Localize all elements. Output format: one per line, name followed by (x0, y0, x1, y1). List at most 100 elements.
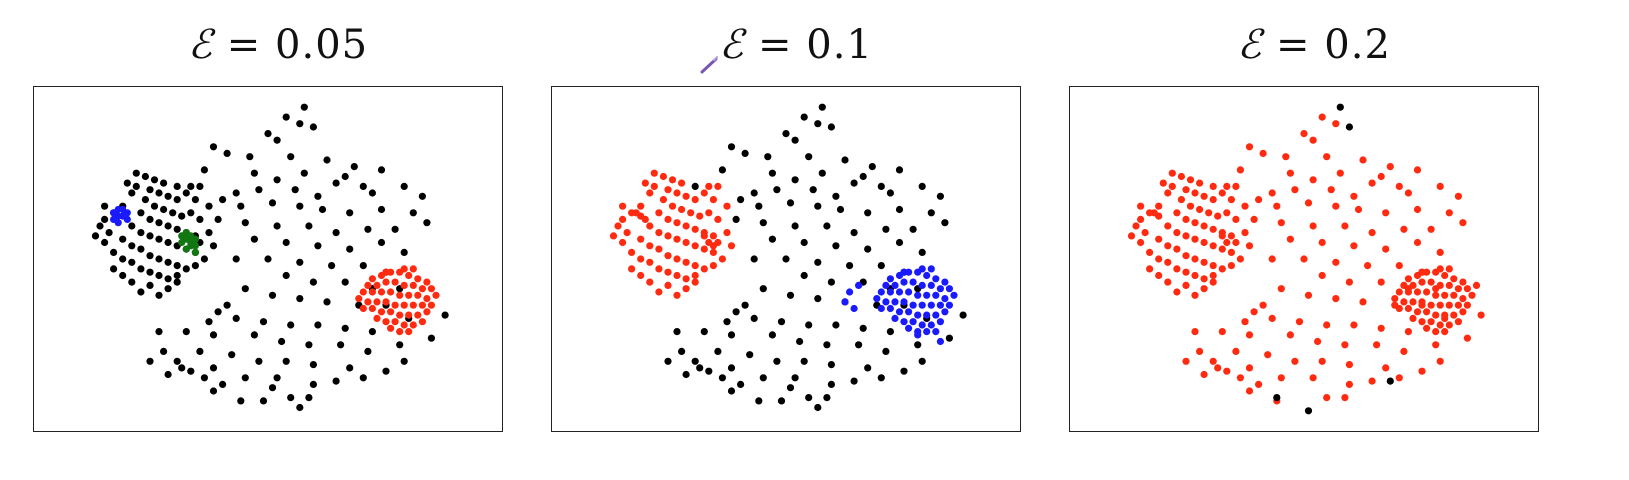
scatter-point (1259, 149, 1267, 157)
scatter-point (423, 278, 431, 286)
scatter-point (1241, 202, 1249, 210)
scatter-point (1327, 186, 1335, 194)
scatter-point (1318, 238, 1326, 247)
scatter-point (877, 182, 885, 190)
scatter-point (914, 311, 922, 319)
scatter-panel-eps-0.1: ℰ = 0.1 (551, 0, 1041, 480)
scatter-point (209, 143, 218, 151)
scatter-point (387, 308, 395, 316)
scatter-point (932, 311, 940, 319)
scatter-point (768, 169, 776, 177)
scatter-point (673, 271, 681, 280)
scatter-point (723, 229, 731, 237)
scatter-point (1309, 136, 1317, 144)
scatter-point (1218, 265, 1226, 273)
scatter-point (882, 298, 890, 306)
scatter-point (768, 331, 776, 339)
scatter-point (1309, 176, 1317, 184)
scatter-point (1427, 278, 1435, 286)
scatter-point (1268, 189, 1276, 197)
scatter-point (309, 380, 317, 388)
scatter-point (927, 209, 935, 217)
scatter-point (741, 301, 749, 309)
scatter-point (350, 163, 358, 171)
scatter-point (164, 192, 172, 200)
scatter-point (1218, 328, 1226, 336)
scatter-point (409, 321, 417, 329)
scatter-point (796, 337, 804, 346)
scatter-point (409, 209, 417, 217)
scatter-point (155, 255, 163, 263)
scatter-point (673, 291, 681, 299)
scatter-point (1141, 229, 1149, 237)
scatter-point (1364, 262, 1372, 270)
scatter-point (146, 232, 154, 240)
scatter-point (1463, 285, 1471, 293)
scatter-point (936, 285, 944, 293)
scatter-point (1177, 172, 1185, 181)
scatter-point (682, 238, 690, 247)
scatter-point (1245, 143, 1254, 151)
scatter-point (859, 172, 867, 181)
scatter-point (110, 248, 118, 256)
scatter-point (1164, 189, 1172, 197)
scatter-point (1341, 394, 1349, 402)
scatter-point (223, 301, 231, 309)
scatter-point (1164, 222, 1172, 230)
scatter-point (164, 222, 172, 230)
scatter-point (1245, 331, 1254, 339)
scatter-point (1441, 271, 1449, 280)
scatter-point (832, 192, 840, 200)
scatter-point (187, 367, 195, 375)
scatter-point (805, 153, 813, 161)
scatter-point (945, 334, 953, 342)
scatter-point (877, 374, 885, 382)
scatter-point (237, 202, 245, 210)
scatter-point (314, 321, 322, 329)
scatter-point (91, 232, 100, 240)
scatter-point (1223, 367, 1231, 375)
scatter-point (359, 288, 367, 296)
scatter-point (805, 321, 813, 329)
scatter-point (714, 182, 722, 190)
scatter-point (1336, 169, 1344, 177)
scatter-point (1232, 238, 1240, 247)
scatter-point (1291, 357, 1299, 365)
scatter-point (1205, 209, 1213, 217)
scatter-point (1196, 179, 1204, 187)
scatter-point (1182, 268, 1190, 276)
title-equation: = 0.1 (744, 22, 873, 68)
scatter-point (1400, 225, 1408, 233)
scatter-point (164, 258, 172, 266)
scatter-point (850, 179, 858, 187)
title-equation: = 0.2 (1262, 22, 1391, 68)
scatter-point (373, 298, 381, 306)
scatter-point (1386, 377, 1394, 385)
scatter-point (1354, 205, 1363, 214)
scatter-point (296, 120, 304, 128)
scatter-point (1400, 298, 1408, 306)
scatter-point (1463, 301, 1471, 309)
scatter-point (1368, 229, 1376, 237)
scatter-point (1200, 238, 1208, 247)
scatter-point (1268, 255, 1276, 263)
scatter-point (700, 328, 708, 336)
scatter-point (755, 202, 763, 210)
scatter-point (1441, 328, 1449, 336)
scatter-point (1186, 202, 1195, 210)
scatter-point (296, 295, 304, 303)
scatter-point (655, 288, 663, 296)
scatter-point (255, 186, 263, 194)
scatter-point (296, 403, 304, 412)
epsilon-symbol: ℰ (187, 22, 214, 68)
scatter-point (146, 281, 154, 289)
scatter-point (727, 143, 736, 151)
scatter-point (359, 304, 367, 313)
scatter-point (1191, 328, 1199, 336)
scatter-point (1409, 298, 1417, 306)
scatter-point (1173, 229, 1181, 237)
scatter-point (619, 202, 627, 210)
scatter-point (696, 364, 704, 372)
scatter-point (691, 182, 699, 190)
scatter-point (959, 311, 967, 319)
